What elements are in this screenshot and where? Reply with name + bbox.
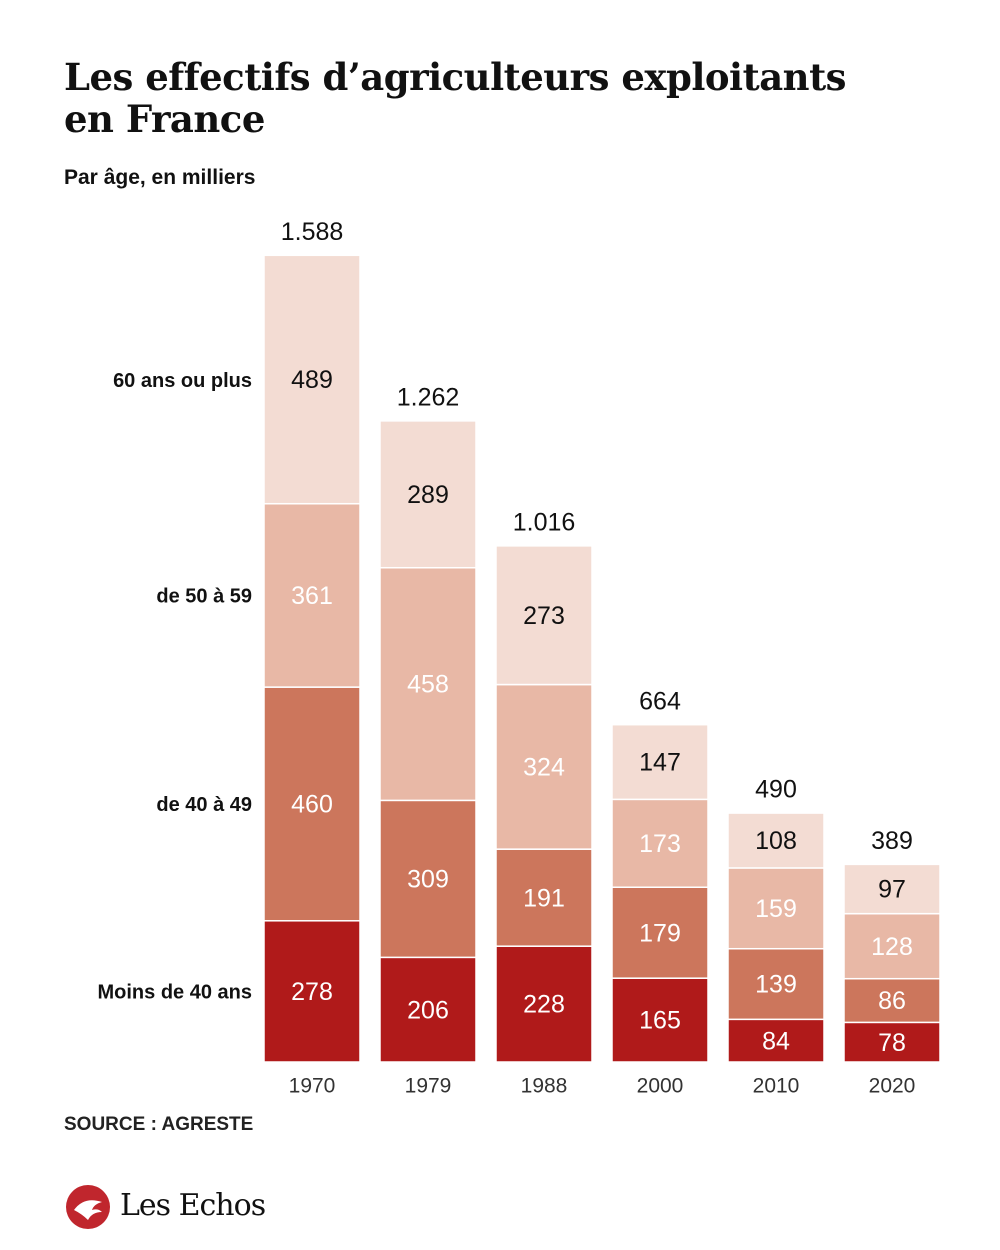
series-label: de 50 à 59	[156, 586, 252, 608]
x-tick-label: 2000	[637, 1075, 684, 1098]
total-label: 389	[871, 827, 913, 855]
bar-segment	[843, 977, 941, 1024]
data-label: 289	[407, 481, 449, 509]
bar-segment	[379, 566, 477, 802]
series-label: de 40 à 49	[156, 794, 252, 816]
bar-segment	[379, 799, 477, 959]
data-label: 165	[639, 1007, 681, 1035]
total-label: 1.262	[397, 384, 460, 412]
chart-subtitle: Par âge, en milliers	[64, 166, 256, 189]
bar-segment	[611, 977, 709, 1063]
data-label: 139	[755, 971, 797, 999]
bar-segment	[843, 863, 941, 915]
bar-segment	[843, 912, 941, 980]
data-label: 324	[523, 753, 565, 781]
total-label: 490	[755, 776, 797, 804]
bar-segment	[495, 848, 593, 947]
chart-title: Les effectifs d’agriculteurs exploitants…	[64, 55, 847, 141]
series-label: Moins de 40 ans	[98, 982, 253, 1004]
source: SOURCE : AGRESTE	[64, 1114, 253, 1135]
bar-segment	[495, 683, 593, 850]
data-label: 86	[878, 987, 906, 1015]
data-label: 179	[639, 919, 681, 947]
x-tick-label: 1970	[289, 1075, 336, 1098]
data-label: 361	[291, 582, 333, 610]
data-label: 159	[755, 895, 797, 923]
bar-segment	[379, 420, 477, 569]
series-label: 60 ans ou plus	[113, 370, 252, 392]
bar-segment	[611, 723, 709, 801]
total-label: 1.016	[513, 508, 576, 536]
bar-segment	[843, 1021, 941, 1063]
bar-segment	[263, 254, 361, 505]
bar-segment	[727, 1018, 825, 1063]
bar-segment	[495, 545, 593, 686]
data-label: 128	[871, 933, 913, 961]
bar-segment	[727, 812, 825, 869]
data-label: 460	[291, 791, 333, 819]
data-label: 309	[407, 865, 449, 893]
data-label: 191	[523, 884, 565, 912]
data-label: 97	[878, 876, 906, 904]
logo: Les Echos	[120, 1188, 265, 1223]
data-label: 228	[523, 991, 565, 1019]
bar-segment	[727, 867, 825, 950]
bar-segment	[611, 886, 709, 979]
data-label: 173	[639, 830, 681, 858]
data-label: 108	[755, 827, 797, 855]
x-tick-label: 2020	[869, 1075, 916, 1098]
data-label: 458	[407, 671, 449, 699]
data-label: 206	[407, 996, 449, 1024]
data-label: 489	[291, 366, 333, 394]
bar-segment	[495, 945, 593, 1063]
data-label: 84	[762, 1027, 790, 1055]
x-tick-label: 1988	[521, 1075, 568, 1098]
logo-icon	[66, 1185, 110, 1229]
x-tick-label: 2010	[753, 1075, 800, 1098]
data-label: 278	[291, 978, 333, 1006]
data-label: 273	[523, 602, 565, 630]
bar-segment	[263, 920, 361, 1063]
data-label: 147	[639, 749, 681, 777]
bar-segment	[727, 947, 825, 1021]
data-label: 78	[878, 1029, 906, 1057]
total-label: 1.588	[281, 218, 344, 246]
bar-segment	[611, 798, 709, 888]
x-tick-label: 1979	[405, 1075, 452, 1098]
total-label: 664	[639, 687, 681, 715]
